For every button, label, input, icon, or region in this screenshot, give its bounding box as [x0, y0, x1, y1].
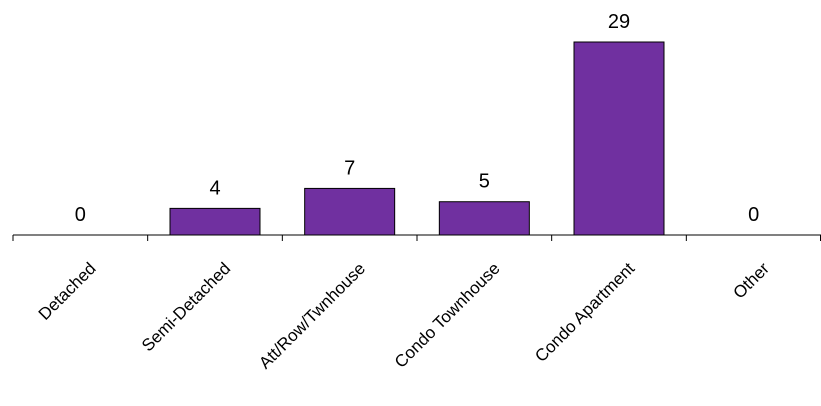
bar-condo-apartment — [573, 41, 665, 236]
data-label-detached: 0 — [75, 204, 86, 226]
x-tick-label-detached: Detached — [35, 259, 100, 324]
x-tick-label-condo-townhouse: Condo Townhouse — [391, 259, 504, 372]
x-tick-label-att-row-twnhouse: Att/Row/Twnhouse — [255, 259, 369, 373]
x-tick-label-other: Other — [729, 259, 773, 303]
data-label-condo-townhouse: 5 — [479, 171, 490, 193]
data-label-semi-detached: 4 — [209, 177, 220, 199]
bars-layer — [169, 41, 665, 236]
data-labels-layer: 0 4 7 5 29 0 — [75, 11, 759, 226]
x-tick-label-condo-apartment: Condo Apartment — [531, 259, 638, 366]
x-tick-label-semi-detached: Semi-Detached — [138, 259, 234, 355]
x-tick-labels-layer: Detached Semi-Detached Att/Row/Twnhouse Con… — [35, 259, 773, 373]
x-axis — [12, 234, 821, 241]
bar-condo-townhouse — [438, 201, 530, 236]
data-label-other: 0 — [748, 204, 759, 226]
data-label-condo-apartment: 29 — [608, 11, 630, 33]
bar-semi-detached — [169, 207, 261, 236]
bar-att-row-twnhouse — [304, 187, 396, 236]
data-label-att-row-twnhouse: 7 — [344, 157, 355, 179]
